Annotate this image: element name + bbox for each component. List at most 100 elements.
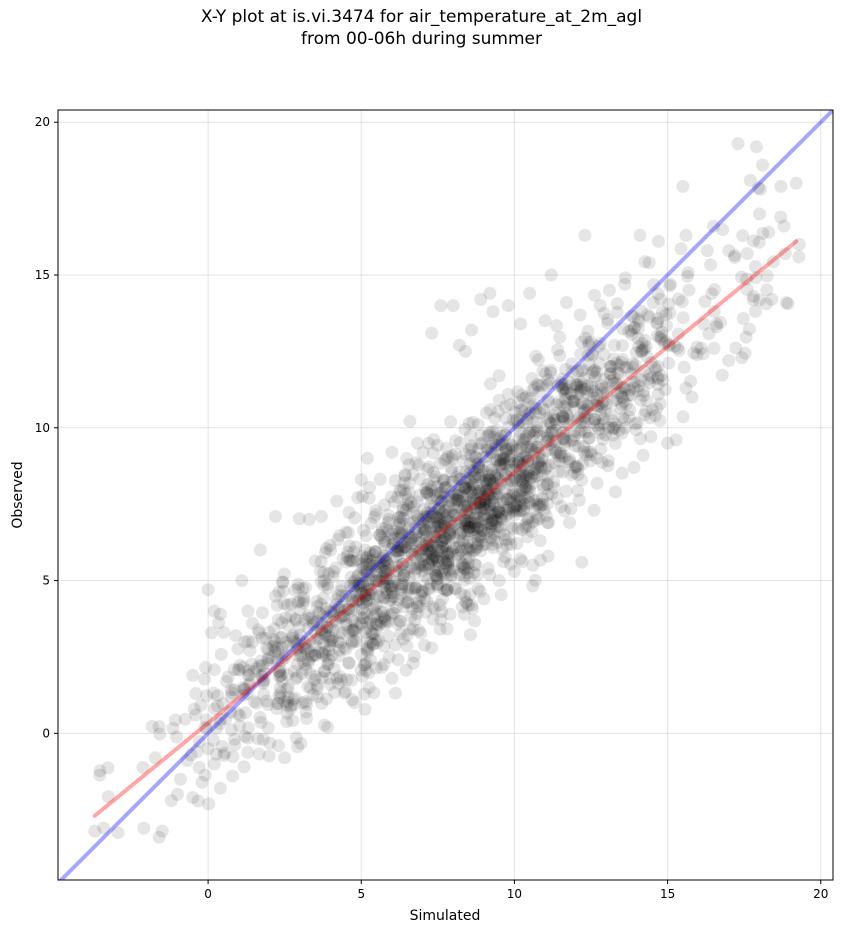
data-point <box>479 450 493 464</box>
data-point <box>242 678 256 692</box>
data-point <box>537 482 551 496</box>
data-point <box>595 455 609 469</box>
data-point <box>449 493 463 507</box>
data-point <box>436 486 450 499</box>
data-point <box>485 477 499 491</box>
data-point <box>269 509 282 523</box>
data-point <box>327 662 341 676</box>
data-point <box>430 480 444 493</box>
data-point <box>358 543 372 557</box>
data-point <box>538 314 552 328</box>
data-point <box>629 423 643 437</box>
data-point <box>473 496 487 510</box>
data-point <box>465 470 479 484</box>
data-point <box>624 323 638 337</box>
data-point <box>437 553 451 567</box>
data-point <box>424 505 438 519</box>
data-point <box>484 377 497 391</box>
data-point <box>253 543 267 557</box>
data-point <box>364 653 377 667</box>
data-point <box>624 388 638 402</box>
data-point <box>409 533 423 547</box>
data-point <box>541 469 555 483</box>
data-point <box>561 455 575 469</box>
data-point <box>510 504 524 518</box>
data-point <box>424 577 438 591</box>
data-point <box>377 534 391 548</box>
data-point <box>487 476 501 490</box>
data-point <box>344 579 357 593</box>
data-point <box>352 576 366 590</box>
data-point <box>536 478 550 492</box>
data-point <box>464 494 478 508</box>
data-point <box>308 673 321 687</box>
data-point <box>508 405 522 419</box>
data-point <box>557 431 571 445</box>
data-point <box>439 452 453 466</box>
data-point <box>606 428 620 442</box>
data-point <box>387 575 401 589</box>
data-point <box>366 583 379 597</box>
data-point <box>111 826 125 840</box>
data-point <box>393 510 407 524</box>
data-point <box>575 413 588 427</box>
data-point <box>377 565 391 579</box>
data-point <box>549 398 563 412</box>
data-point <box>171 787 184 801</box>
data-point <box>425 326 439 340</box>
data-point <box>341 526 355 540</box>
data-point <box>463 524 477 538</box>
data-point <box>467 478 481 492</box>
data-point <box>522 426 536 440</box>
data-point <box>213 781 227 795</box>
data-point <box>588 412 602 426</box>
data-point <box>430 551 444 564</box>
data-point <box>777 219 791 233</box>
data-point <box>391 511 405 525</box>
data-point <box>591 399 605 413</box>
data-point <box>455 600 469 614</box>
data-point <box>475 524 488 537</box>
data-point <box>547 475 561 489</box>
data-point <box>570 378 584 392</box>
y-tick-label-2: 10 <box>35 421 50 435</box>
data-point <box>504 557 518 571</box>
data-point <box>458 499 472 513</box>
data-point <box>311 632 325 646</box>
data-point <box>613 367 626 381</box>
data-point <box>313 606 327 620</box>
data-point <box>597 306 611 320</box>
data-point <box>561 418 575 431</box>
data-point <box>457 607 471 621</box>
data-point <box>514 503 528 517</box>
data-point <box>357 596 371 610</box>
data-point <box>387 590 401 604</box>
data-point <box>586 366 599 380</box>
data-point <box>532 385 546 399</box>
data-point <box>453 472 467 486</box>
data-point <box>510 459 524 473</box>
data-point <box>523 496 537 510</box>
data-point <box>446 509 460 522</box>
data-point <box>242 664 255 678</box>
data-point <box>279 635 293 649</box>
data-point <box>465 478 479 492</box>
data-point <box>415 529 429 543</box>
data-point <box>433 598 447 612</box>
data-point <box>736 312 750 325</box>
data-point <box>420 529 433 543</box>
data-point <box>381 563 395 577</box>
data-point <box>322 567 336 580</box>
data-point <box>637 384 651 398</box>
data-point <box>480 443 494 457</box>
data-point <box>337 609 351 623</box>
data-point <box>370 623 384 637</box>
data-point <box>623 403 637 417</box>
data-point <box>425 510 439 524</box>
data-point <box>397 476 411 490</box>
data-point <box>271 613 285 627</box>
data-point <box>374 605 388 619</box>
data-point <box>653 331 667 344</box>
data-point <box>394 528 408 542</box>
data-point <box>538 462 552 476</box>
